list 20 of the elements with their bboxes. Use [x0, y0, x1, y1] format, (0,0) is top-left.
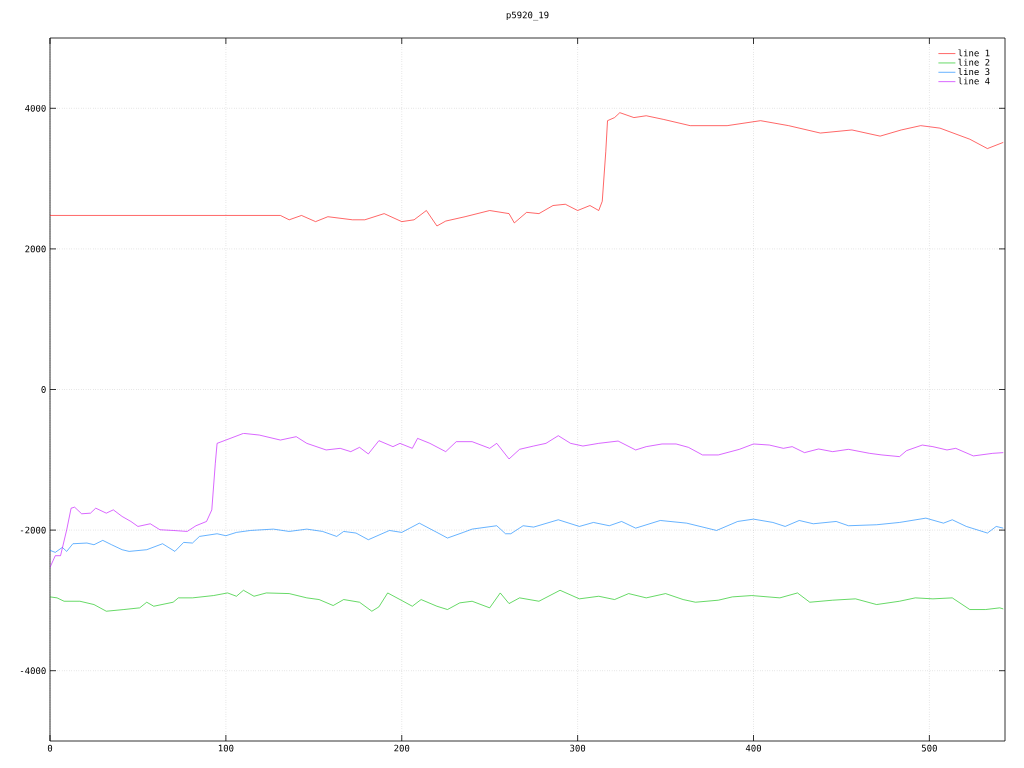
- y-tick-label: 0: [41, 386, 46, 393]
- x-tick-label: 500: [921, 744, 937, 752]
- y-tick-label: -2000: [20, 526, 46, 534]
- line-series: [50, 589, 1004, 612]
- y-tick-label: 2000: [25, 245, 46, 253]
- legend-label: line 3: [958, 68, 990, 76]
- legend-label: line 2: [958, 58, 990, 66]
- line-series: [50, 433, 1004, 568]
- legend-label: line 4: [958, 77, 990, 85]
- x-tick-label: 300: [570, 744, 586, 752]
- x-tick-label: 200: [394, 744, 410, 752]
- line-series: [50, 517, 1004, 553]
- line-series: [50, 112, 1004, 227]
- x-tick-label: 400: [745, 744, 762, 752]
- x-tick-label: 0: [47, 744, 53, 752]
- x-tick-label: 100: [218, 744, 234, 752]
- y-tick-label: 4000: [25, 104, 46, 112]
- legend-label: line 1: [958, 49, 990, 57]
- y-tick-label: -4000: [20, 667, 46, 675]
- chart-title: p5920_19: [506, 11, 549, 21]
